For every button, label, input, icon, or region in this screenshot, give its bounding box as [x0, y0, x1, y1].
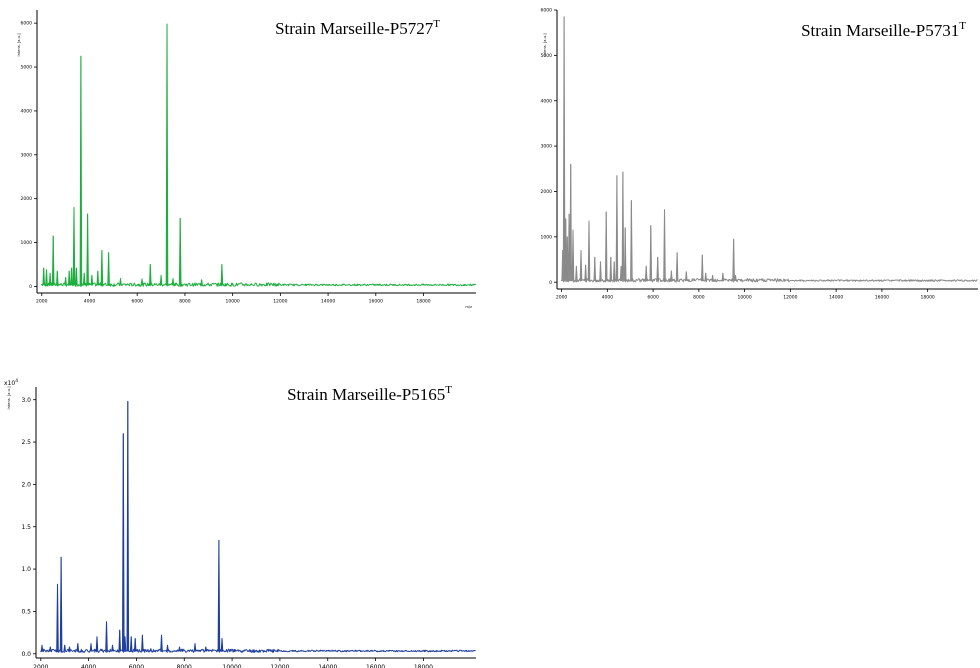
strain-title: Strain Marseille-P5731T — [801, 20, 966, 40]
spectrum-chart-p5731: 0 1000 2000 3000 4000 5000 6000 2000 4000 6000 800… — [541, 8, 978, 301]
strain-title-superscript: T — [445, 384, 452, 396]
strain-title-superscript: T — [433, 18, 440, 30]
y-tick-label: 1000 — [541, 234, 553, 240]
y-tick-label: 2000 — [21, 196, 33, 202]
x-tick-label: 14000 — [318, 664, 337, 668]
x-tick-label: 8000 — [693, 295, 705, 301]
y-tick-label: 1.0 — [21, 566, 31, 573]
x-tick-label: 6000 — [131, 299, 143, 305]
y-tick-label: 5000 — [541, 53, 553, 59]
x-tick-label: 2000 — [36, 299, 48, 305]
y-tick-label: 3000 — [21, 152, 33, 158]
y-tick-label: 0.5 — [21, 609, 31, 616]
spectrum-chart-p5727: 0 1000 2000 3000 4000 5000 6000 2000 4000 6000 800… — [17, 10, 477, 309]
y-tick-label: 1000 — [21, 240, 33, 246]
strain-title-superscript: T — [959, 20, 966, 32]
y-tick-label: 4000 — [541, 98, 553, 104]
strain-title: Strain Marseille-P5165T — [287, 384, 452, 404]
x-tick-label: 4000 — [602, 295, 614, 301]
x-tick-label: 6000 — [647, 295, 659, 301]
y-tick-label: 0.0 — [21, 651, 31, 658]
y-axis-label: Intens. [a.u.] — [17, 33, 21, 57]
y-tick-label: 4000 — [21, 108, 33, 114]
spectrum-chart-p5165: 0.0 0.5 1.0 1.5 2.0 2.5 3.0 2000 4000 6000 8000 100… — [4, 378, 476, 668]
x-tick-label: 12000 — [273, 299, 287, 305]
spectrum-trace — [40, 400, 476, 653]
y-tick-label: 6000 — [541, 8, 553, 14]
x-tick-label: 10000 — [737, 295, 751, 301]
x-tick-label: 2000 — [556, 295, 568, 301]
y-multiplier-label: x104 — [4, 378, 18, 387]
x-tick-label: 14000 — [321, 299, 335, 305]
x-tick-label: 16000 — [875, 295, 889, 301]
y-tick-label: 0 — [549, 280, 552, 286]
y-tick-label: 2.0 — [21, 481, 31, 488]
x-tick-label: 18000 — [920, 295, 934, 301]
x-tick-label: 8000 — [179, 299, 191, 305]
x-tick-label: 16000 — [366, 664, 385, 668]
y-tick-label: 6000 — [21, 21, 33, 27]
x-tick-label: 18000 — [414, 664, 433, 668]
x-axis-label: m/z — [465, 305, 472, 309]
x-tick-label: 4000 — [84, 299, 96, 305]
y-tick-label: 5000 — [21, 65, 33, 71]
spectrum-trace — [40, 23, 477, 287]
x-tick-label: 2000 — [33, 664, 48, 668]
y-axis-label: Intens. [a.u.] — [543, 33, 547, 57]
x-tick-label: 8000 — [177, 664, 192, 668]
y-tick-label: 1.5 — [21, 524, 31, 531]
x-tick-label: 18000 — [416, 299, 430, 305]
y-axis-label: Intens. [a.u.] — [7, 386, 11, 410]
x-tick-label: 16000 — [369, 299, 383, 305]
x-tick-label: 6000 — [129, 664, 144, 668]
spectrum-trace — [560, 16, 978, 283]
y-tick-label: 2.5 — [21, 439, 31, 446]
y-tick-label: 0 — [29, 284, 32, 290]
x-tick-label: 4000 — [81, 664, 96, 668]
x-tick-label: 10000 — [225, 299, 239, 305]
x-tick-label: 14000 — [829, 295, 843, 301]
x-tick-label: 12000 — [270, 664, 289, 668]
x-tick-label: 10000 — [223, 664, 242, 668]
strain-title: Strain Marseille-P5727T — [275, 18, 440, 38]
y-tick-label: 3000 — [541, 144, 553, 150]
y-tick-label: 2000 — [541, 189, 553, 195]
y-tick-label: 3.0 — [21, 397, 31, 404]
x-tick-label: 12000 — [783, 295, 797, 301]
